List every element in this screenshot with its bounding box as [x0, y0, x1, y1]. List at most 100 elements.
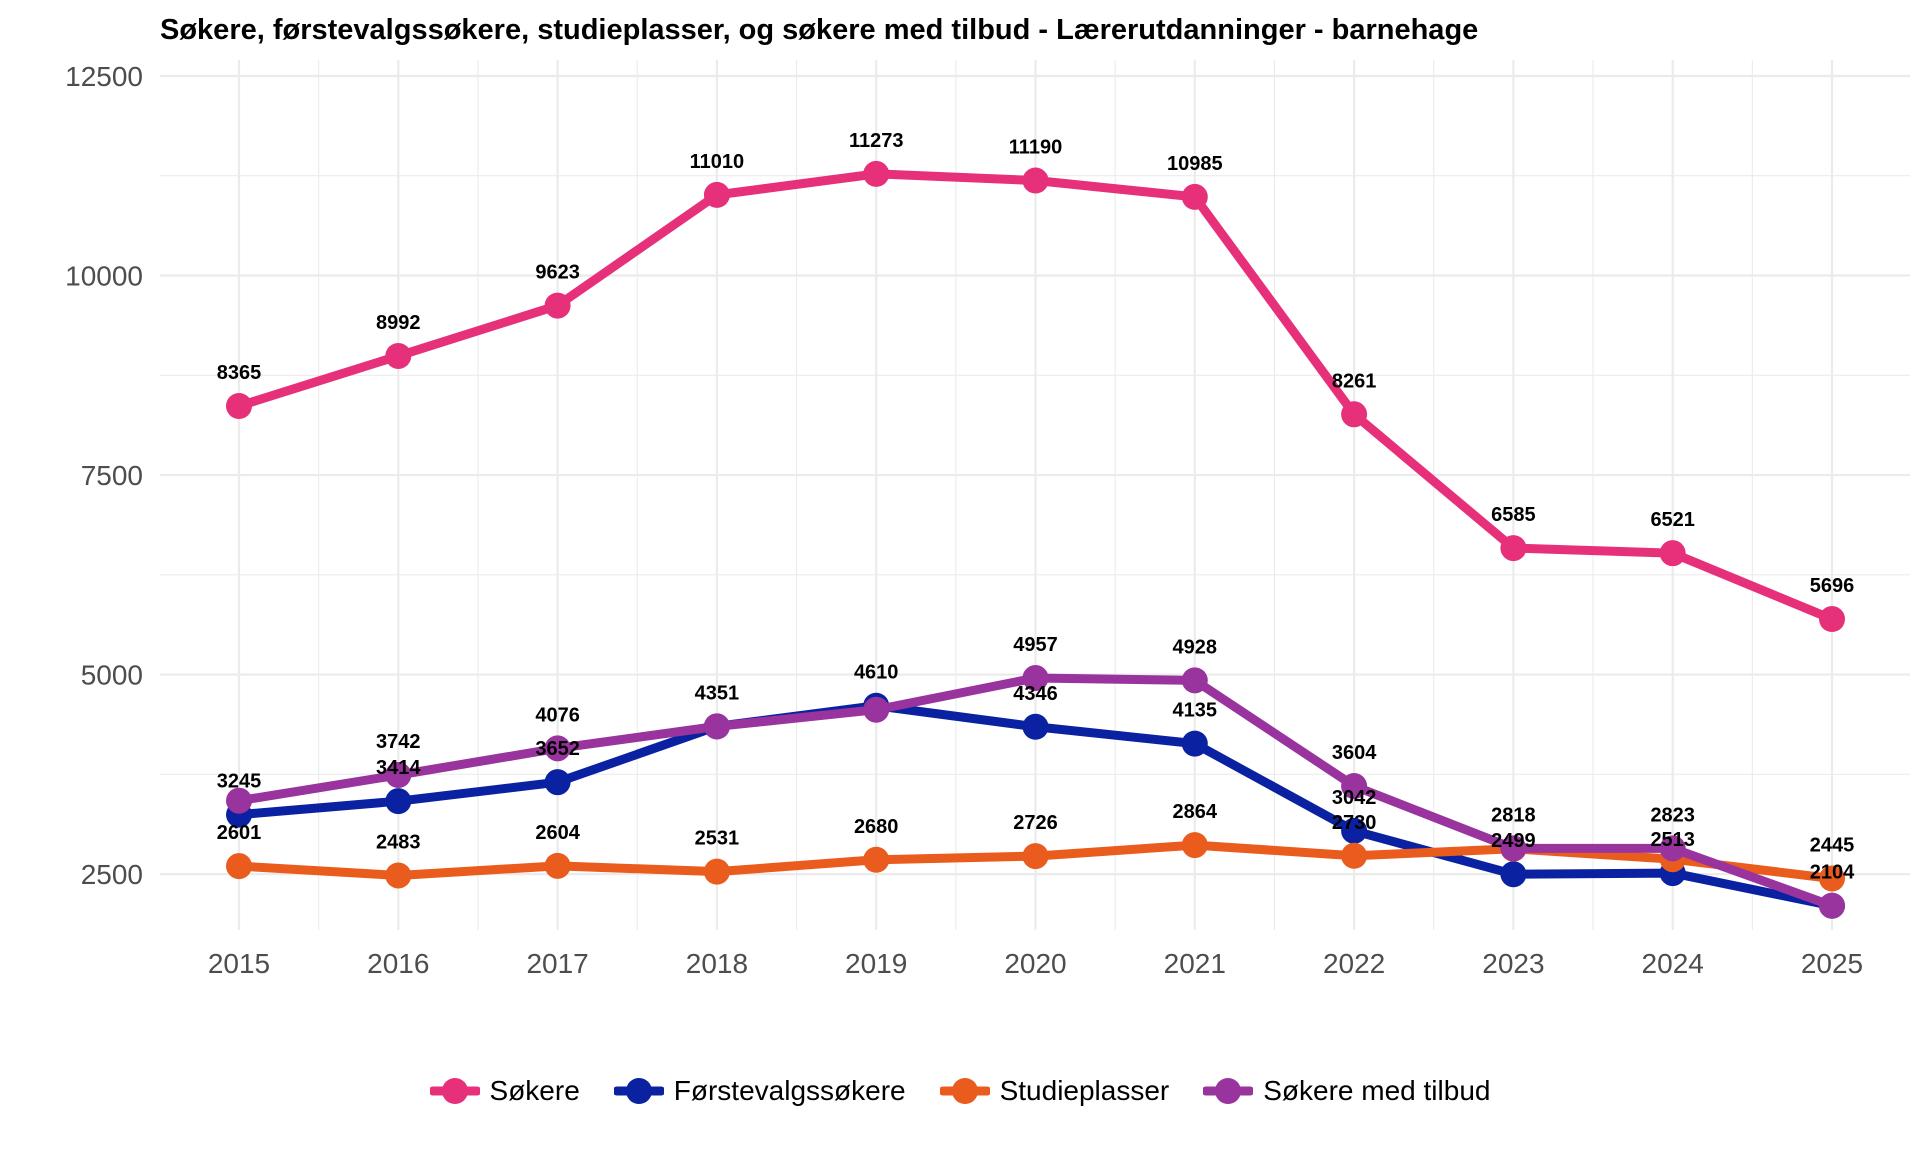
data-point — [1022, 665, 1049, 692]
data-label: 2864 — [1173, 801, 1218, 823]
data-point — [1341, 817, 1368, 844]
data-point — [385, 342, 412, 369]
legend-key — [1203, 1078, 1254, 1104]
data-point — [1181, 730, 1208, 757]
data-point — [1500, 535, 1527, 562]
y-tick-label: 12500 — [65, 61, 143, 92]
data-label: 11273 — [849, 130, 904, 152]
data-label: 4135 — [1173, 700, 1218, 722]
data-point — [1181, 667, 1208, 694]
series-1 — [226, 160, 1845, 633]
data-point — [1341, 773, 1368, 800]
data-point — [1500, 835, 1527, 862]
data-label: 4928 — [1173, 636, 1218, 658]
data-point — [1181, 183, 1208, 210]
chart-title: Søkere, førstevalgssøkere, studieplasser… — [160, 14, 1479, 46]
legend-item: Førstevalgssøkere — [613, 1075, 906, 1107]
x-axis-ticks: 2015 2016 2017 2018 2019 2020 2021 2022 2023 2024… — [208, 948, 1863, 979]
series-lines — [226, 160, 1845, 919]
legend: Søkere Førstevalgssøkere Studieplasser Søke… — [0, 1075, 1920, 1107]
data-label: 3742 — [376, 731, 421, 753]
data-label: 9623 — [535, 262, 580, 284]
data-label: 6585 — [1491, 504, 1536, 526]
data-label: 8992 — [376, 312, 421, 334]
x-tick-label: 2023 — [1482, 948, 1544, 979]
data-point — [544, 292, 571, 319]
data-point — [1022, 167, 1049, 194]
data-label: 2531 — [695, 828, 740, 850]
data-point — [1341, 842, 1368, 869]
legend-label: Søkere med tilbud — [1263, 1075, 1491, 1106]
data-point — [863, 160, 890, 187]
data-label: 11010 — [690, 151, 745, 173]
data-point — [226, 853, 252, 880]
data-label: 2730 — [1332, 812, 1377, 834]
legend-item: Søkere — [429, 1075, 580, 1107]
legend-label: Søkere — [489, 1075, 580, 1106]
x-tick-label: 2021 — [1164, 948, 1226, 979]
data-point — [703, 858, 730, 885]
data-label: 2604 — [535, 822, 580, 844]
data-label: 2726 — [1013, 812, 1058, 834]
data-label: 2445 — [1810, 835, 1855, 857]
data-point — [1341, 401, 1368, 428]
data-label: 4346 — [1013, 683, 1058, 705]
legend-item: Søkere med tilbud — [1203, 1075, 1490, 1107]
data-point — [1500, 861, 1527, 888]
data-point — [863, 846, 890, 873]
y-tick-label: 10000 — [65, 261, 143, 292]
data-label: 2823 — [1650, 804, 1695, 826]
data-point — [544, 735, 571, 762]
data-label: 2499 — [1491, 830, 1536, 852]
data-label: 3414 — [376, 757, 421, 779]
data-point — [226, 393, 252, 420]
data-label: 2601 — [217, 822, 262, 844]
data-point — [863, 696, 890, 723]
y-tick-label: 2500 — [81, 859, 143, 890]
data-label: 4957 — [1013, 634, 1058, 656]
legend-key — [429, 1078, 480, 1104]
data-label: 3042 — [1332, 787, 1377, 809]
x-tick-label: 2016 — [367, 948, 429, 979]
data-labels: 8365 8992 9623 11010 11273 11190 10985 8261 6585… — [217, 130, 1855, 884]
x-tick-label: 2025 — [1801, 948, 1863, 979]
y-tick-label: 7500 — [81, 460, 143, 491]
data-point — [1181, 832, 1208, 859]
data-point — [544, 852, 571, 879]
x-tick-label: 2018 — [686, 948, 748, 979]
data-point — [1659, 540, 1686, 567]
data-point — [385, 788, 412, 815]
data-label: 3604 — [1332, 742, 1377, 764]
x-tick-label: 2017 — [526, 948, 588, 979]
data-label: 3245 — [217, 771, 262, 793]
data-label: 2818 — [1491, 805, 1536, 827]
data-label: 4076 — [535, 704, 580, 726]
x-tick-label: 2022 — [1323, 948, 1385, 979]
series-4 — [226, 665, 1845, 919]
data-point — [703, 713, 730, 740]
x-tick-label: 2019 — [845, 948, 907, 979]
data-label: 4351 — [695, 682, 740, 704]
legend-key — [613, 1078, 664, 1104]
legend-label: Studieplasser — [999, 1075, 1170, 1106]
data-label: 4610 — [854, 662, 899, 684]
data-label: 8261 — [1332, 370, 1377, 392]
data-label: 2104 — [1810, 862, 1855, 884]
data-label: 10985 — [1167, 153, 1223, 175]
y-axis-ticks: 2500 5000 7500 10000 12500 — [65, 61, 143, 890]
data-point — [226, 787, 252, 814]
data-point — [544, 769, 571, 796]
data-label: 3652 — [535, 738, 580, 760]
x-tick-label: 2020 — [1004, 948, 1066, 979]
legend-label: Førstevalgssøkere — [673, 1075, 906, 1106]
data-point — [1819, 865, 1845, 892]
data-point — [1819, 606, 1845, 633]
x-tick-label: 2024 — [1642, 948, 1704, 979]
data-label: 2483 — [376, 831, 421, 853]
data-point — [1819, 892, 1845, 919]
data-label: 6521 — [1650, 509, 1695, 531]
legend-item: Studieplasser — [939, 1075, 1170, 1107]
data-label: 2513 — [1650, 829, 1695, 851]
y-tick-label: 5000 — [81, 660, 143, 691]
data-label: 8365 — [217, 362, 262, 384]
